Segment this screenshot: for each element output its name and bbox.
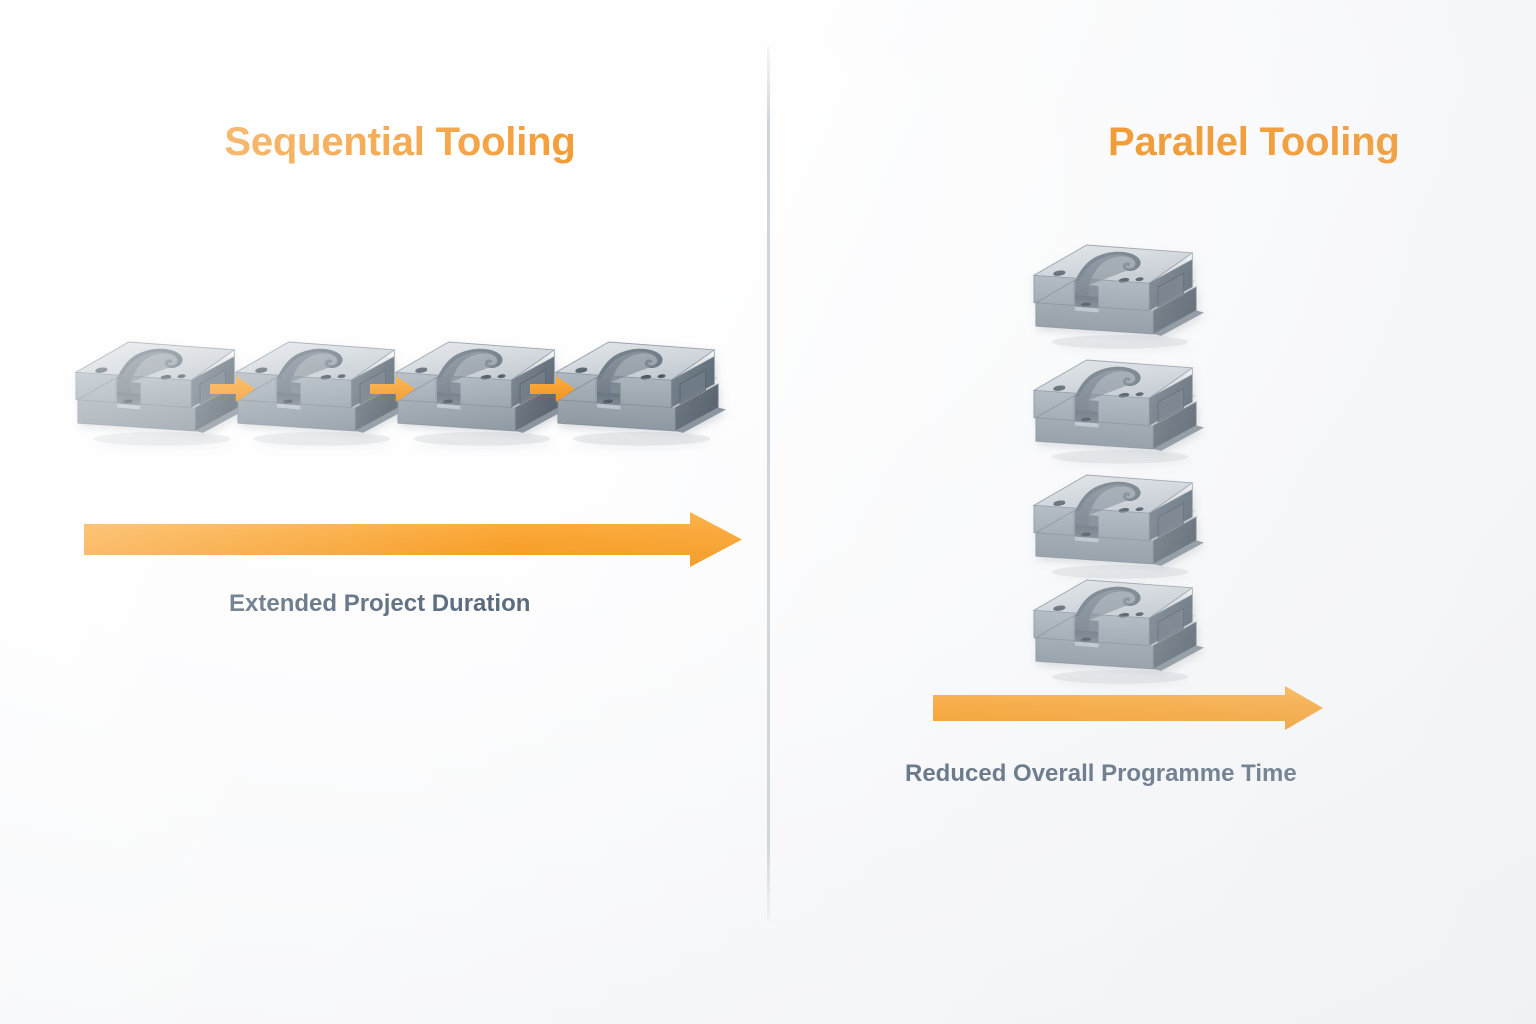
- timeline-arrow-extended: [84, 512, 744, 568]
- tool-block-icon[interactable]: [552, 322, 728, 450]
- panel-parallel-tooling: Parallel Tooling Reduced Overall Program…: [768, 0, 1536, 1024]
- step-arrow-icon: [530, 373, 576, 405]
- tool-block-icon[interactable]: [1030, 225, 1206, 353]
- panel-title-parallel: Parallel Tooling: [1108, 120, 1400, 164]
- panel-title-sequential: Sequential Tooling: [224, 120, 576, 164]
- step-arrow-icon: [210, 373, 256, 405]
- vertical-divider: [767, 46, 770, 922]
- timeline-arrow-reduced: [933, 686, 1325, 730]
- tool-block-icon[interactable]: [1030, 560, 1206, 688]
- tool-block-icon[interactable]: [1030, 340, 1206, 468]
- caption-reduced-overall-programme-time: Reduced Overall Programme Time: [905, 760, 1297, 787]
- caption-extended-project-duration: Extended Project Duration: [229, 590, 531, 617]
- panel-sequential-tooling: Sequential Tooling Extend: [75, 120, 744, 617]
- step-arrow-icon: [370, 373, 416, 405]
